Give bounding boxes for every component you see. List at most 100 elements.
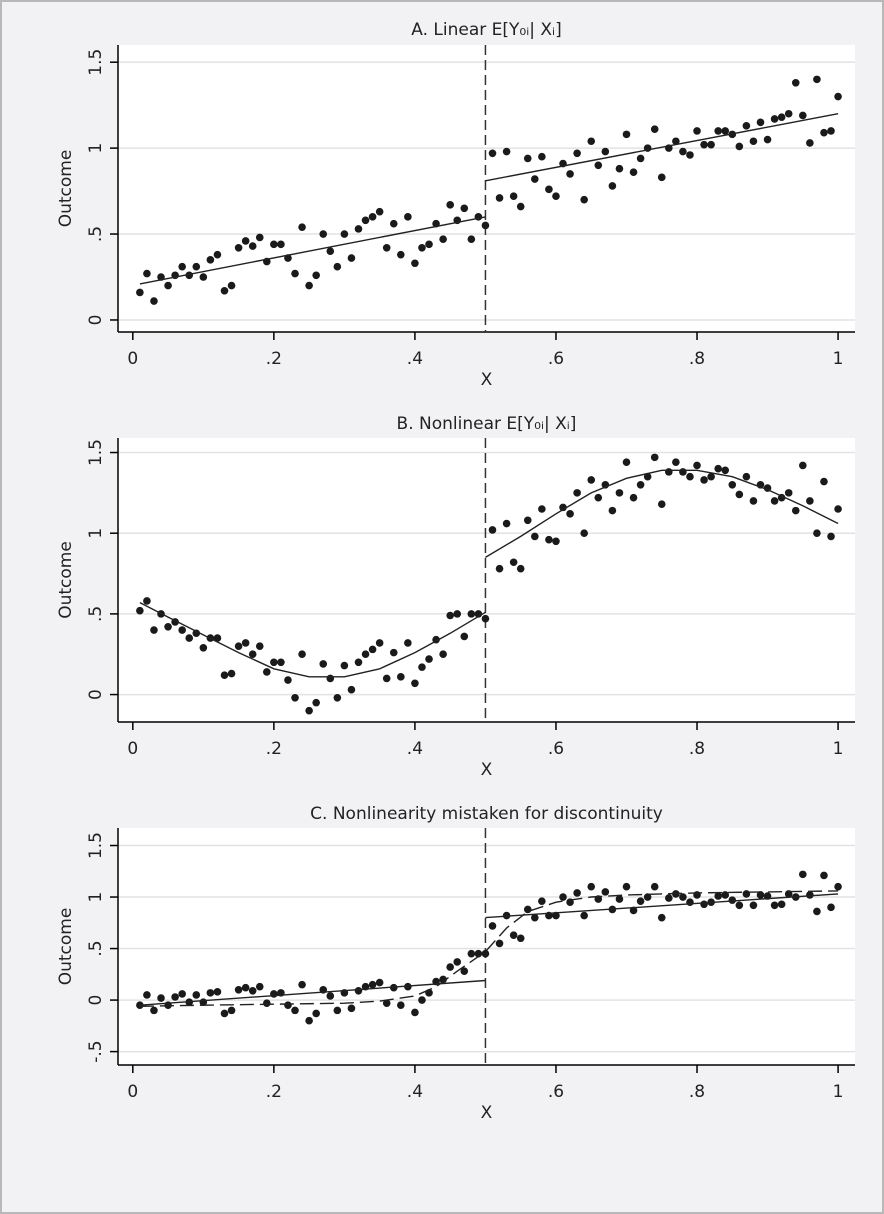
data-point xyxy=(813,75,821,84)
data-point xyxy=(418,243,426,252)
data-point xyxy=(382,243,391,252)
data-point xyxy=(749,497,758,505)
data-point xyxy=(199,643,208,652)
fit-line xyxy=(485,113,839,182)
y-tick-label: 0 xyxy=(86,995,106,1006)
data-point xyxy=(354,987,363,995)
data-point xyxy=(728,480,737,489)
data-point xyxy=(277,240,285,249)
data-point xyxy=(820,477,828,486)
data-point xyxy=(136,288,144,297)
data-point xyxy=(185,634,194,642)
data-point xyxy=(418,996,426,1004)
data-point xyxy=(742,472,751,481)
data-point xyxy=(397,673,405,681)
y-tick-label: .5 xyxy=(86,606,106,622)
data-point xyxy=(439,650,447,659)
data-point xyxy=(241,983,250,992)
data-point xyxy=(284,676,292,684)
data-point xyxy=(495,194,504,202)
data-point xyxy=(347,1004,356,1013)
x-tick-label: .6 xyxy=(548,1082,564,1102)
data-point xyxy=(573,489,581,497)
data-point xyxy=(629,493,638,502)
x-tick-label: .4 xyxy=(407,349,423,369)
data-point xyxy=(333,693,342,702)
data-point xyxy=(580,195,588,204)
data-point xyxy=(178,626,186,634)
data-point xyxy=(714,892,722,900)
data-point xyxy=(411,1008,419,1017)
data-point xyxy=(643,472,652,481)
data-point xyxy=(495,939,504,948)
data-point xyxy=(305,281,313,290)
data-point xyxy=(763,135,772,144)
data-point xyxy=(340,230,349,238)
data-point xyxy=(615,489,624,497)
data-point xyxy=(636,897,645,905)
data-point xyxy=(806,139,814,147)
data-point xyxy=(615,895,624,903)
data-point xyxy=(531,913,539,922)
data-point xyxy=(573,149,581,158)
data-point xyxy=(291,693,299,702)
data-point xyxy=(192,991,201,999)
data-point xyxy=(502,519,511,528)
data-point xyxy=(700,900,708,909)
x-tick-label: .2 xyxy=(266,349,282,369)
data-point xyxy=(375,978,384,987)
y-tick-label: 1 xyxy=(86,143,106,154)
data-point xyxy=(502,147,511,156)
data-point xyxy=(234,985,243,994)
data-point xyxy=(192,629,201,638)
data-point xyxy=(404,639,412,647)
chart-title: B. Nonlinear E[Y₀ᵢ| Xᵢ] xyxy=(397,414,577,434)
data-point xyxy=(686,898,694,906)
data-point xyxy=(263,668,271,676)
data-point xyxy=(460,632,469,641)
data-point xyxy=(791,79,800,87)
data-point xyxy=(206,989,215,997)
data-point xyxy=(270,240,278,249)
data-point xyxy=(707,472,715,481)
data-point xyxy=(467,610,476,618)
x-tick-label: .2 xyxy=(266,1082,282,1102)
data-point xyxy=(721,891,730,899)
plot-area xyxy=(118,828,855,1065)
data-point xyxy=(552,537,560,546)
data-point xyxy=(799,870,807,879)
data-point xyxy=(425,655,433,663)
data-point xyxy=(806,497,814,505)
data-point xyxy=(312,1009,320,1018)
data-point xyxy=(657,173,666,182)
data-point xyxy=(255,233,264,242)
data-point xyxy=(735,901,744,910)
data-point xyxy=(361,650,370,659)
data-point xyxy=(326,674,335,683)
data-point xyxy=(375,207,384,216)
data-point xyxy=(756,118,765,127)
data-point xyxy=(608,506,617,515)
data-point xyxy=(523,516,532,525)
data-point xyxy=(707,140,715,149)
data-point xyxy=(820,128,828,137)
data-point xyxy=(721,466,730,475)
data-point xyxy=(298,650,306,659)
data-point xyxy=(622,130,631,139)
data-point xyxy=(728,896,737,904)
data-point xyxy=(382,674,391,683)
data-point xyxy=(643,893,652,901)
x-tick-label: 0 xyxy=(127,739,138,759)
x-tick-label: .6 xyxy=(548,739,564,759)
data-point xyxy=(481,949,490,958)
fit-line xyxy=(139,890,839,1007)
data-point xyxy=(164,281,172,290)
data-point xyxy=(700,476,708,484)
data-point xyxy=(157,994,165,1002)
fit-line xyxy=(139,216,486,285)
data-point xyxy=(284,1001,292,1010)
data-point xyxy=(834,882,842,891)
data-point xyxy=(629,168,638,176)
data-point xyxy=(601,147,610,156)
data-point xyxy=(192,262,201,271)
